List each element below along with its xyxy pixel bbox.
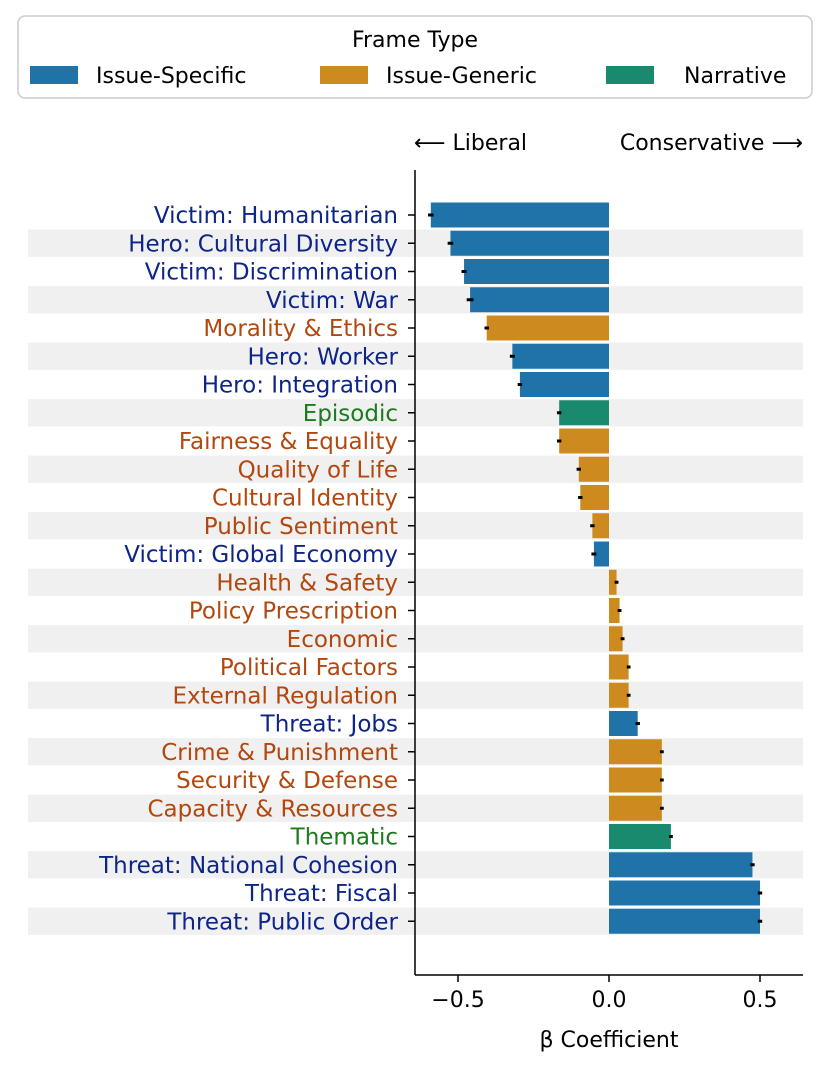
x-axis-label: β Coefficient [540, 1028, 679, 1053]
category-label: Threat: Jobs [260, 712, 398, 738]
x-tick-label: −0.5 [431, 988, 484, 1013]
bar-hero-worker [512, 343, 609, 369]
x-axis-ticks: −0.5 0.0 0.5 [431, 975, 778, 1013]
legend-swatch-narrative [606, 66, 654, 84]
legend-label-issue-generic: Issue-Generic [386, 64, 537, 89]
bar-capacity-resources [609, 795, 662, 821]
error-bars [428, 213, 763, 923]
bar-crime-punishment [609, 739, 662, 765]
bar-health-safety [609, 569, 617, 595]
category-label: Threat: Fiscal [244, 881, 398, 907]
bar-victim-global-economy [593, 541, 609, 567]
bar-thematic [609, 824, 671, 849]
bar-victim-humanitarian [430, 202, 609, 228]
category-label: Hero: Worker [247, 344, 398, 370]
category-label: Fairness & Equality [179, 429, 398, 455]
bar-fairness-equality [559, 428, 609, 454]
bar-economic [609, 626, 623, 652]
category-label: Victim: War [266, 288, 399, 314]
category-label: Capacity & Resources [147, 796, 398, 822]
category-label: Security & Defense [176, 768, 398, 794]
category-label: Policy Prescription [189, 599, 398, 625]
category-label: Victim: Humanitarian [154, 203, 398, 229]
bar-security-defense [609, 767, 662, 793]
category-label: Crime & Punishment [161, 740, 398, 766]
direction-label-liberal: ⟵ Liberal [414, 131, 527, 156]
category-label: Hero: Integration [202, 373, 398, 399]
direction-label-conservative: Conservative ⟶ [620, 131, 803, 156]
bar-threat-fiscal [609, 880, 760, 906]
bar-morality-ethics [486, 315, 609, 341]
category-label: Episodic [303, 401, 398, 427]
category-label: Morality & Ethics [203, 316, 398, 342]
legend-title: Frame Type [352, 28, 478, 53]
category-label: Quality of Life [238, 457, 398, 483]
category-label: Threat: National Cohesion [98, 853, 398, 879]
x-tick-label: 0.5 [743, 988, 778, 1013]
category-label: Hero: Cultural Diversity [128, 231, 398, 257]
category-label: Economic [287, 627, 398, 653]
bar-policy-prescription [609, 598, 620, 623]
bar-external-regulation [609, 682, 629, 708]
legend-label-issue-specific: Issue-Specific [96, 64, 246, 89]
category-label: Cultural Identity [212, 486, 398, 512]
bar-public-sentiment [592, 513, 609, 539]
category-label: Health & Safety [216, 570, 398, 596]
legend: Frame Type Issue-Specific Issue-Generic … [17, 15, 813, 99]
category-label: External Regulation [172, 683, 398, 709]
legend-swatch-issue-specific [30, 66, 78, 84]
bar-threat-national-cohesion [609, 852, 753, 878]
bar-episodic [559, 400, 609, 426]
bar-threat-jobs [609, 711, 638, 736]
bar-hero-integration [519, 372, 609, 397]
category-label: Threat: Public Order [166, 909, 398, 935]
bar-victim-discrimination [464, 259, 609, 284]
category-label: Political Factors [220, 655, 398, 681]
category-label: Victim: Discrimination [145, 260, 398, 286]
x-tick-label: 0.0 [592, 988, 627, 1013]
bar-political-factors [609, 654, 629, 680]
category-label: Victim: Global Economy [124, 542, 398, 568]
bar-quality-of-life [578, 456, 609, 482]
category-label: Public Sentiment [204, 514, 398, 540]
bar-victim-war [470, 287, 609, 313]
category-label: Thematic [290, 825, 398, 851]
legend-label-narrative: Narrative [684, 64, 786, 89]
bars [430, 202, 760, 934]
legend-swatch-issue-generic [320, 66, 368, 84]
bar-hero-cultural-diversity [450, 230, 609, 256]
bar-cultural-identity [580, 485, 609, 510]
bar-threat-public-order [609, 908, 760, 934]
